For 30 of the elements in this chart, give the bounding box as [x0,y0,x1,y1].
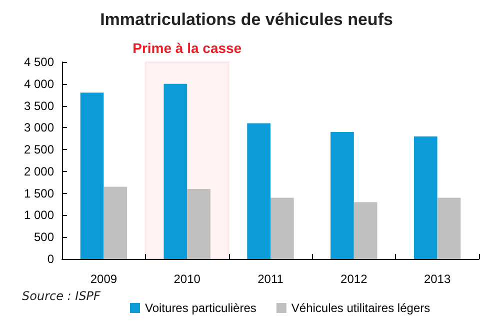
bar [330,132,354,259]
legend-label: Véhicules utilitaires légers [291,301,430,315]
y-tick-label: 1 000 [24,208,54,222]
band-label: Prime à la casse [132,40,242,56]
x-tick-label: 2009 [90,272,118,286]
bar [414,136,438,259]
bar [80,92,104,259]
source-note: Source : ISPF [22,289,100,303]
y-tick-label: 4 000 [24,76,54,91]
x-tick-label: 2012 [340,272,368,286]
x-tick-label: 2013 [424,272,451,286]
y-tick-label: 500 [34,230,54,244]
y-tick-label: 1 500 [24,186,54,200]
bar [104,186,128,259]
x-tick-label: 2011 [258,272,284,286]
bar [187,188,210,259]
bar [437,198,461,259]
y-tick-label: 2 000 [24,164,54,178]
y-tick-label: 3 000 [24,120,54,135]
bar [270,198,294,259]
y-tick-label: 4 500 [24,55,54,69]
bar [247,123,270,259]
x-tick-label: 2010 [174,272,201,286]
bar [164,84,188,259]
y-tick-label: 2 500 [24,142,54,157]
chart-title: Immatriculations de véhicules neufs [100,10,393,29]
bar [354,202,378,259]
y-tick-label: 3 500 [24,98,54,113]
legend-label: Voitures particulières [145,301,256,315]
y-tick-label: 0 [47,252,54,266]
